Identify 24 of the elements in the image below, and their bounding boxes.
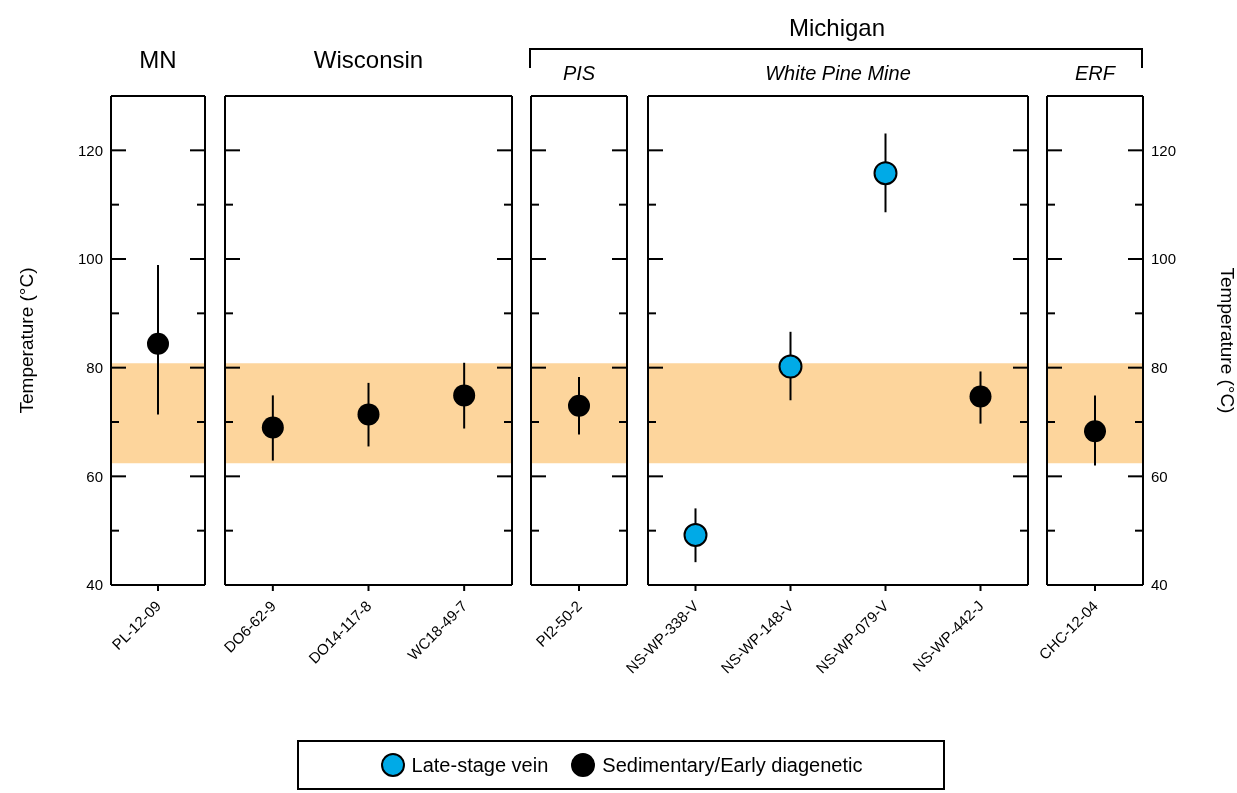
point: [873, 161, 898, 186]
chart-title: Michigan: [787, 14, 886, 42]
chart-subtitle: ERF: [1074, 62, 1117, 85]
y-axis-title: Temperature (°C): [15, 267, 37, 414]
y-tick-label: 40: [86, 576, 103, 594]
legend-label: Late-stage vein: [411, 753, 549, 777]
chart-subtitle: White Pine Mine: [764, 62, 912, 85]
legend-label: Sedimentary/Early diagenetic: [602, 753, 863, 777]
y2-tick-label: 60: [1151, 467, 1168, 485]
y2-tick-label: 100: [1151, 250, 1177, 268]
point: [969, 385, 992, 408]
y-tick-label: 120: [77, 141, 103, 159]
y-tick-label: 100: [77, 250, 103, 268]
chart-title: MN: [138, 46, 178, 74]
chart-title: Wisconsin: [312, 46, 425, 74]
chart-subtitle: PIS: [561, 62, 597, 85]
y2-tick-label: 80: [1151, 358, 1168, 376]
y2-tick-label: 120: [1151, 141, 1177, 159]
y2-axis-title: Temperature (°C): [1217, 267, 1237, 414]
y-tick-label: 80: [86, 358, 103, 376]
point: [683, 523, 708, 548]
y-tick-label: 60: [86, 467, 103, 485]
y2-tick-label: 40: [1151, 576, 1168, 594]
point: [778, 354, 803, 379]
